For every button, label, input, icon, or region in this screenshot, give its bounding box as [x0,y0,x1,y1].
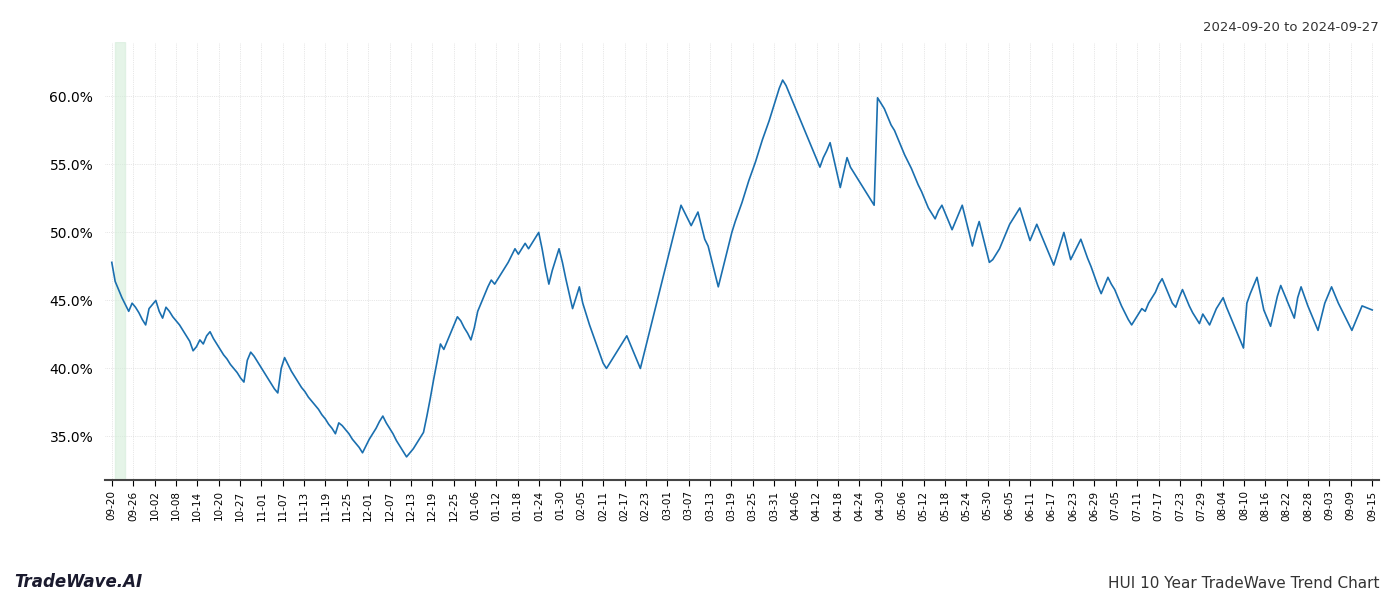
Text: 2024-09-20 to 2024-09-27: 2024-09-20 to 2024-09-27 [1203,21,1379,34]
Bar [115,42,126,480]
Text: TradeWave.AI: TradeWave.AI [14,573,143,591]
Text: HUI 10 Year TradeWave Trend Chart: HUI 10 Year TradeWave Trend Chart [1107,576,1379,591]
